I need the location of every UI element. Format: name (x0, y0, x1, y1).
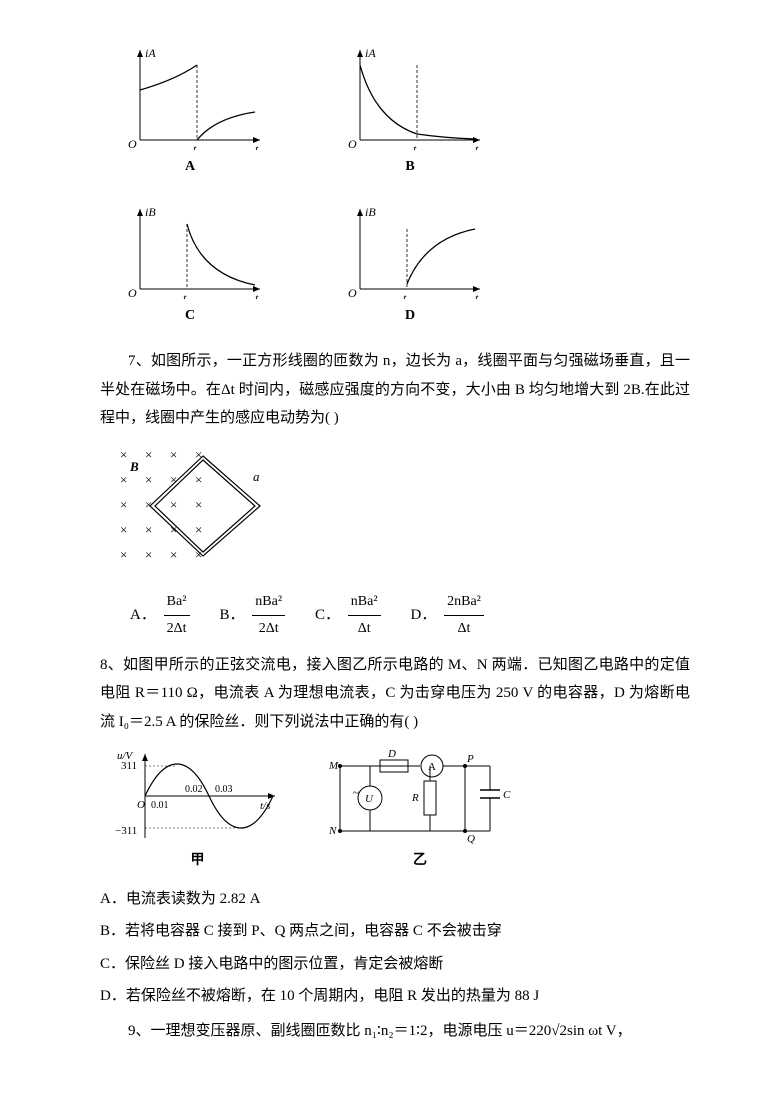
svg-text:×: × (120, 497, 127, 512)
svg-text:0.03: 0.03 (215, 784, 233, 795)
graph-A-svg: iA O t t₁ (115, 40, 265, 150)
y-axis-label: iA (145, 46, 156, 60)
graph-B-label: B (405, 154, 414, 181)
svg-text:A: A (428, 761, 436, 773)
graph-D-svg: iB O t t₁ (335, 199, 485, 299)
graph-B: iA O t t₁ B (335, 40, 485, 181)
q8-diagrams: u/V 311 −311 t/s O 0.01 0.02 0.03 甲 A (115, 746, 690, 875)
origin-label: O (128, 137, 137, 150)
svg-text:O: O (348, 137, 357, 150)
svg-text:~: ~ (353, 787, 359, 799)
svg-text:×: × (170, 447, 177, 462)
svg-text:−311: −311 (115, 825, 137, 837)
graph-A: iA O t t₁ A (115, 40, 265, 181)
svg-text:×: × (195, 497, 202, 512)
q7-options: A． Ba²2Δt B． nBa²2Δt C． nBa²Δt D． 2nBa²Δ… (130, 589, 690, 643)
x-axis-label: t (255, 142, 259, 150)
svg-text:×: × (195, 522, 202, 537)
svg-text:311: 311 (121, 760, 137, 772)
svg-text:O: O (128, 286, 137, 299)
svg-text:×: × (120, 522, 127, 537)
svg-text:iB: iB (145, 205, 156, 219)
graph-D: iB O t t₁ D (335, 199, 485, 330)
svg-text:×: × (195, 472, 202, 487)
q7-opt-C: C． nBa²Δt (315, 589, 381, 643)
graph-C-label: C (185, 303, 195, 330)
svg-text:P: P (466, 753, 474, 765)
svg-text:×: × (170, 472, 177, 487)
q8-ans-A: A．电流表读数为 2.82 A (100, 885, 690, 914)
svg-text:C: C (503, 789, 511, 801)
q8-sine-graph: u/V 311 −311 t/s O 0.01 0.02 0.03 甲 (115, 746, 280, 875)
sine-caption: 甲 (115, 848, 280, 875)
svg-text:O: O (137, 799, 145, 811)
q8-ans-D: D．若保险丝不被熔断，在 10 个周期内，电阻 R 发出的热量为 88 J (100, 982, 690, 1011)
svg-text:U: U (365, 793, 374, 805)
q7-diagram: ×××× ×××× ×××× ×××× ×××× B a (115, 441, 690, 581)
svg-text:×: × (145, 522, 152, 537)
circuit-caption: 乙 (320, 848, 520, 875)
svg-text:O: O (348, 286, 357, 299)
svg-text:R: R (411, 792, 419, 804)
q7-opt-A: A． Ba²2Δt (130, 589, 190, 643)
graph-B-svg: iA O t t₁ (335, 40, 485, 150)
svg-text:iA: iA (365, 46, 376, 60)
svg-text:t: t (255, 291, 259, 299)
svg-text:N: N (328, 825, 337, 837)
svg-text:M: M (328, 760, 339, 772)
svg-text:t: t (475, 142, 479, 150)
q7-opt-B: B． nBa²2Δt (220, 589, 286, 643)
svg-text:×: × (120, 472, 127, 487)
tick-label: t₁ (193, 142, 201, 150)
q9-text: 9、一理想变压器原、副线圈匝数比 n₁∶n₂＝1∶2，电源电压 u＝220√2s… (100, 1017, 690, 1046)
svg-text:×: × (145, 472, 152, 487)
svg-text:t: t (475, 291, 479, 299)
q8-ans-B: B．若将电容器 C 接到 P、Q 两点之间，电容器 C 不会被击穿 (100, 917, 690, 946)
svg-text:t₁: t₁ (413, 142, 421, 150)
q8-ans-C: C．保险丝 D 接入电路中的图示位置，肯定会被熔断 (100, 950, 690, 979)
svg-text:t₁: t₁ (183, 291, 191, 299)
graph-D-label: D (405, 303, 415, 330)
svg-text:a: a (253, 469, 260, 484)
svg-text:×: × (170, 547, 177, 562)
svg-text:D: D (387, 748, 396, 760)
svg-text:t₁: t₁ (403, 291, 411, 299)
svg-text:×: × (120, 547, 127, 562)
q8-text: 8、如图甲所示的正弦交流电，接入图乙所示电路的 M、N 两端．已知图乙电路中的定… (100, 651, 690, 737)
graph-row-bottom: iB O t t₁ C iB O t t₁ D (115, 199, 690, 330)
svg-text:0.01: 0.01 (151, 800, 169, 811)
graph-row-top: iA O t t₁ A iA O t t₁ B (115, 40, 690, 181)
graph-C: iB O t t₁ C (115, 199, 265, 330)
graph-A-label: A (185, 154, 195, 181)
svg-text:iB: iB (365, 205, 376, 219)
q8-circuit: A ~ U R C M N D (320, 746, 520, 875)
q7-text: 7、如图所示，一正方形线圈的匝数为 n，边长为 a，线圈平面与匀强磁场垂直，且一… (100, 347, 690, 433)
svg-text:×: × (145, 547, 152, 562)
svg-text:Q: Q (467, 833, 475, 845)
svg-text:0.02: 0.02 (185, 784, 203, 795)
svg-text:×: × (145, 447, 152, 462)
graph-C-svg: iB O t t₁ (115, 199, 265, 299)
q7-opt-D: D． 2nBa²Δt (411, 589, 484, 643)
svg-text:×: × (170, 497, 177, 512)
svg-text:×: × (120, 447, 127, 462)
svg-text:B: B (129, 459, 139, 474)
